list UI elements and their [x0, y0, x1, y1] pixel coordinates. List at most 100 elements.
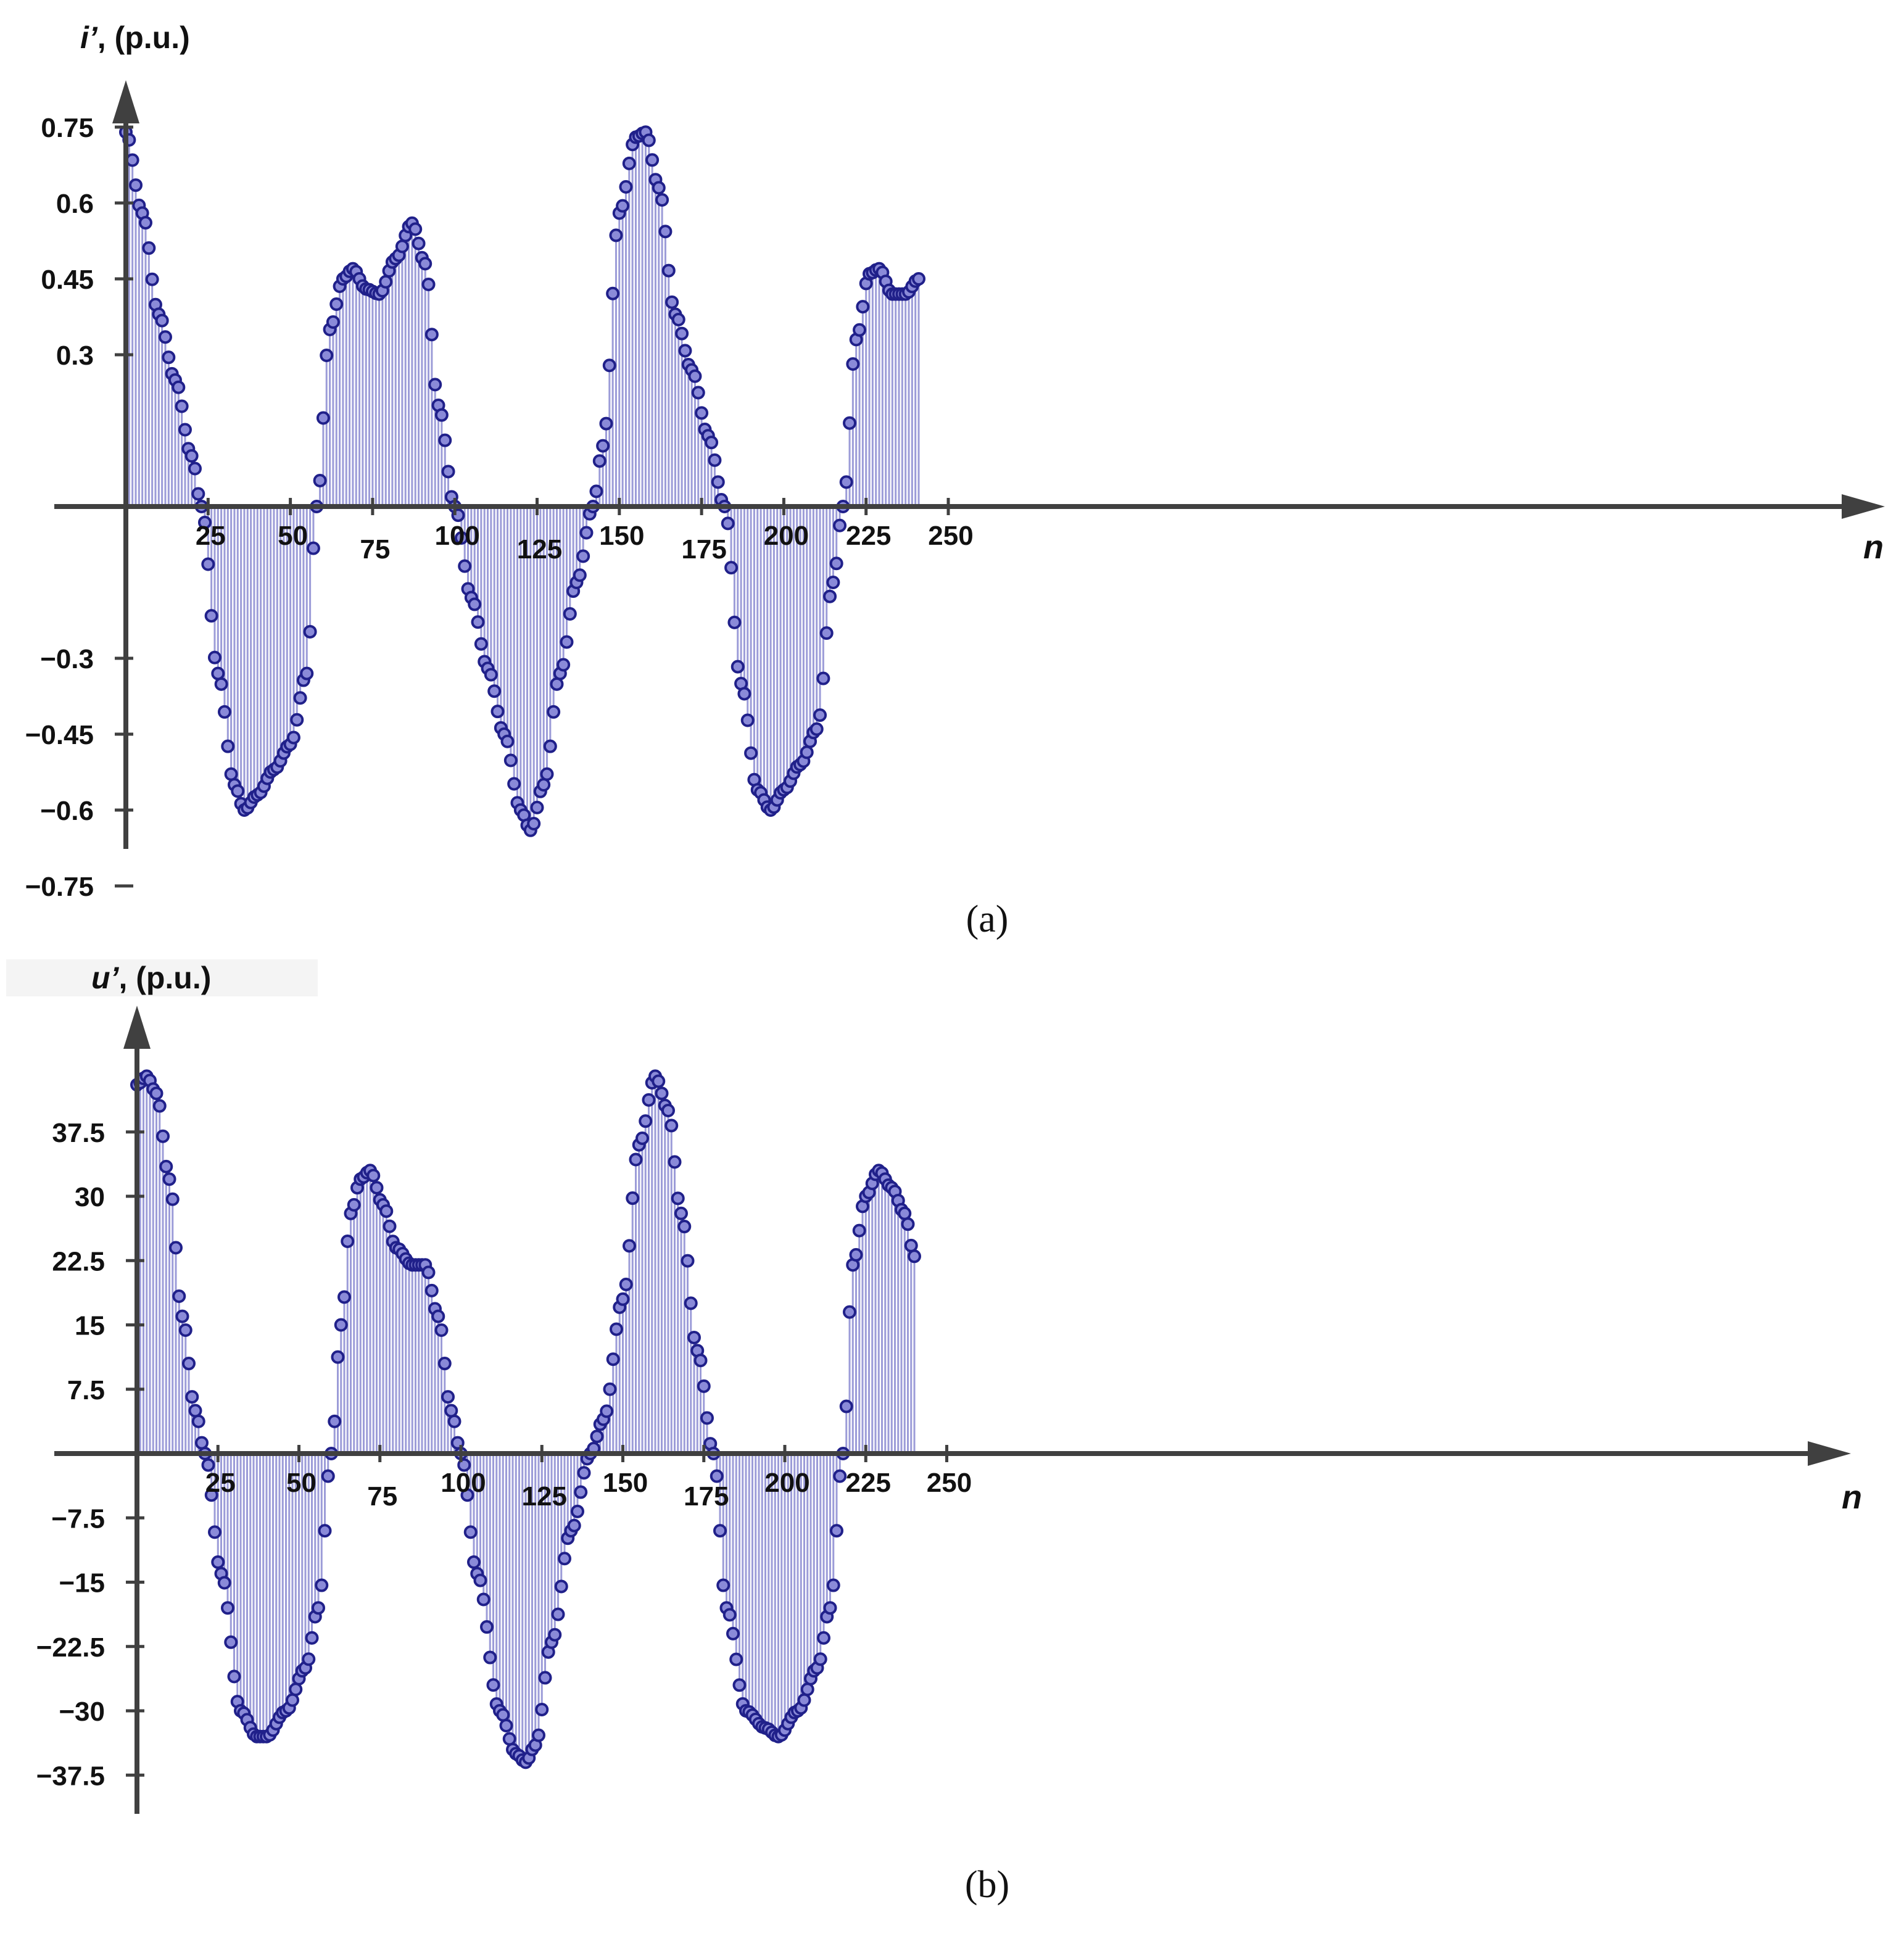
stem-marker: [424, 1283, 439, 1297]
stem-marker: [826, 576, 840, 589]
stem-marker: [912, 272, 926, 286]
stem-marker: [538, 1671, 552, 1685]
stem-marker: [671, 313, 685, 327]
stem-marker: [616, 199, 630, 213]
stem-marker: [596, 439, 610, 453]
stem-marker: [833, 518, 847, 532]
stem-marker: [162, 350, 176, 365]
stem-marker: [169, 1241, 183, 1255]
stem-marker: [421, 1265, 436, 1280]
x-tick-label: 25: [205, 1468, 236, 1498]
stem-marker: [326, 315, 340, 329]
stem-marker: [665, 295, 679, 309]
stem-marker: [740, 713, 755, 727]
stem-marker: [204, 1488, 218, 1502]
stem-marker: [554, 1579, 568, 1594]
x-tick-label: 125: [517, 534, 562, 565]
y-tick-label: −0.45: [25, 720, 94, 750]
stem-marker: [476, 1592, 490, 1607]
stem-marker: [172, 380, 186, 394]
stem-marker: [434, 408, 449, 422]
stem-marker: [726, 1626, 740, 1640]
stem-marker: [609, 228, 623, 242]
stem-marker: [379, 1204, 394, 1218]
stem-marker: [573, 568, 587, 582]
chart-b-y-arrow: [123, 1006, 151, 1049]
chart-a-yticks: 0.75 0.6 0.45 0.3 −0.3 −0.45 −0.6 −0.75: [25, 113, 133, 902]
chart-a-ylabel-unit: , (p.u.): [97, 20, 190, 55]
stem-marker: [813, 1652, 827, 1666]
stem-marker: [204, 609, 218, 623]
stem-marker: [221, 1601, 234, 1615]
stem-marker: [639, 1114, 653, 1128]
stem-marker: [610, 1322, 623, 1336]
stem-marker: [856, 300, 870, 314]
stem-marker: [697, 1379, 711, 1393]
stem-marker: [729, 1652, 743, 1666]
stem-marker: [684, 1296, 698, 1310]
stem-marker: [507, 777, 521, 791]
stem-marker: [732, 1678, 747, 1692]
chart-b-xlabel: n: [1842, 1479, 1862, 1516]
stem-marker: [321, 1469, 335, 1483]
stem-marker: [474, 637, 488, 651]
stem-marker: [490, 705, 505, 719]
stem-marker: [468, 597, 482, 611]
stem-marker: [708, 453, 722, 467]
stem-marker: [379, 275, 393, 289]
stem-marker: [303, 624, 317, 639]
stem-marker: [328, 1414, 342, 1428]
stem-marker: [286, 1693, 299, 1707]
stem-marker: [224, 1635, 238, 1649]
x-tick-label: 150: [603, 1468, 648, 1498]
stem-marker: [441, 1390, 455, 1404]
stem-marker: [687, 1330, 701, 1344]
x-tick-label: 250: [927, 1468, 972, 1498]
y-tick-label: −0.3: [40, 644, 94, 674]
stem-marker: [606, 1352, 620, 1367]
y-tick-label: 7.5: [67, 1375, 105, 1405]
x-tick-label: 100: [434, 521, 479, 551]
stem-marker: [162, 1172, 176, 1186]
stem-marker: [172, 1289, 186, 1304]
y-tick-label: 37.5: [52, 1118, 105, 1148]
stem-marker: [592, 454, 606, 468]
y-tick-label: 0.3: [56, 341, 94, 371]
stem-marker: [313, 473, 327, 487]
stem-marker: [145, 272, 159, 286]
stem-marker: [532, 1728, 545, 1742]
stem-marker: [599, 416, 613, 431]
chart-b-yticks: 37.5 30 22.5 15 7.5 −7.5 −15 −22.5 −30 −37.5: [36, 1118, 144, 1791]
x-tick-label: 75: [367, 1481, 397, 1512]
stem-marker: [543, 739, 557, 753]
stem-marker: [652, 181, 666, 195]
stem-marker: [431, 1309, 445, 1323]
x-tick-label: 25: [196, 521, 226, 551]
stem-marker: [661, 263, 676, 278]
stem-marker: [722, 1608, 737, 1622]
stem-marker: [502, 1732, 516, 1746]
chart-a-ylabel-var: i’: [80, 20, 98, 55]
stem-marker: [603, 1382, 617, 1396]
stem-marker: [486, 1678, 500, 1692]
stem-marker: [813, 708, 827, 722]
stem-marker: [438, 433, 452, 447]
stem-marker: [852, 1223, 866, 1238]
stem-marker: [441, 465, 455, 479]
stem-marker: [306, 541, 320, 555]
stem-marker: [606, 286, 620, 300]
stem-marker: [175, 399, 189, 413]
stem-marker: [428, 378, 442, 392]
stem-marker: [819, 626, 834, 640]
stem-marker: [681, 1254, 695, 1268]
x-tick-label: 125: [522, 1481, 567, 1512]
stem-marker: [315, 1578, 329, 1592]
stem-marker: [152, 1099, 167, 1113]
stem-marker: [483, 1650, 497, 1665]
chart-a-xticks: 25 50 75 100 125 150 175 200 225 250: [196, 498, 974, 565]
stem-marker: [724, 561, 739, 575]
stem-marker: [843, 1305, 856, 1319]
stem-marker: [484, 668, 498, 682]
stem-marker: [188, 461, 202, 476]
stem-marker: [347, 1198, 361, 1212]
